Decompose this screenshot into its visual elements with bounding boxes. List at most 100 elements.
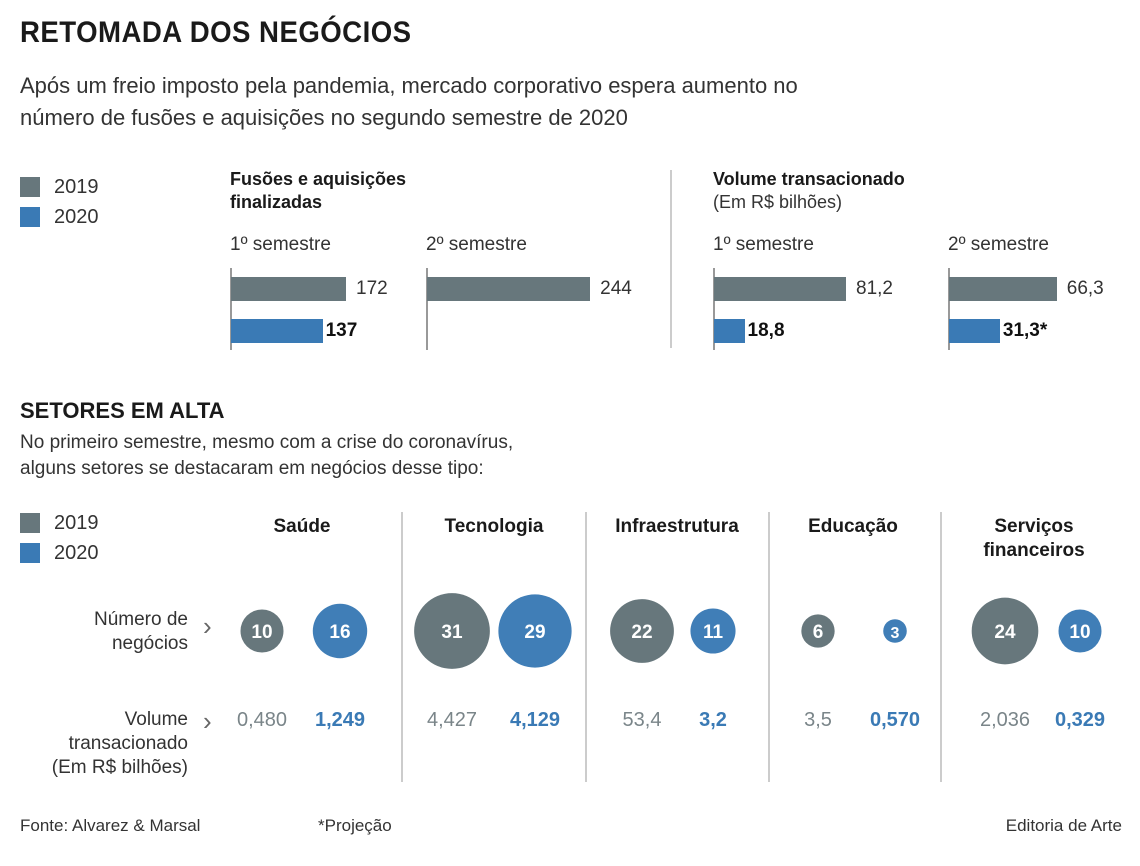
- bar-2019: [427, 277, 591, 301]
- bar-value-label: 31,3*: [1002, 320, 1048, 341]
- sector-title-line: financeiros: [983, 540, 1085, 561]
- sector-title: Saúde: [212, 515, 392, 539]
- sector-title-line: Serviços: [994, 516, 1074, 537]
- sector-title-line: Saúde: [273, 516, 331, 537]
- projection-note: *Projeção: [318, 816, 392, 835]
- sector-divider: [940, 512, 942, 782]
- bubble-2020: [312, 603, 368, 659]
- panel-label: 2º semestre: [426, 234, 527, 255]
- bubble-label: 24: [994, 622, 1016, 643]
- volume-value: 0,480: [236, 709, 288, 731]
- section-desc: No primeiro semestre, mesmo com a crise …: [20, 430, 513, 482]
- volume-value: 0,570: [869, 709, 921, 731]
- bubble-label: 29: [524, 622, 545, 643]
- bar-value-label: 18,8: [747, 320, 785, 341]
- bubble-2019: [240, 609, 284, 653]
- bubble-2019: [971, 597, 1039, 665]
- legend-label: 2020: [54, 541, 99, 564]
- sector-title-line: Tecnologia: [444, 516, 544, 537]
- legend-label: 2020: [54, 205, 99, 228]
- volume-value: 4,427: [426, 709, 478, 731]
- volume-value: 0,329: [1054, 709, 1106, 731]
- legend-item-2020: 2020: [20, 538, 99, 568]
- row-label-line: negócios: [111, 633, 188, 654]
- bubble-2020: [690, 608, 736, 654]
- chart-title-volume: Volume transacionado (Em R$ bilhões): [713, 168, 905, 214]
- bubble-2020: [883, 619, 907, 643]
- bar-value-label: 81,2: [856, 278, 893, 299]
- sector-divider: [585, 512, 587, 782]
- source-note: Fonte: Alvarez & Marsal: [20, 816, 201, 835]
- desc-line: alguns setores se destacaram em negócios…: [20, 458, 484, 479]
- subtitle-line: número de fusões e aquisições no segundo…: [20, 105, 628, 130]
- panel-label: 2º semestre: [948, 234, 1049, 255]
- legend-swatch-2020: [20, 207, 40, 227]
- legend-item-2019: 2019: [20, 172, 99, 202]
- legend-swatch-2020: [20, 543, 40, 563]
- legend-top: 2019 2020: [20, 172, 99, 232]
- page-title: RETOMADA DOS NEGÓCIOS: [20, 16, 412, 49]
- legend-swatch-2019: [20, 177, 40, 197]
- legend-bottom: 2019 2020: [20, 508, 99, 568]
- row-label-volume: Volume transacionado (Em R$ bilhões): [52, 708, 188, 780]
- panel-label: 1º semestre: [713, 234, 814, 255]
- chart-title-line: Fusões e aquisições: [230, 169, 407, 189]
- bar-axis: [713, 268, 715, 350]
- bubble-label: 16: [329, 622, 350, 643]
- bubble-2020: [498, 594, 572, 668]
- chart-subtitle: (Em R$ bilhões): [713, 192, 843, 212]
- bubble-label: 10: [1069, 622, 1090, 643]
- chart-title-fusoes: Fusões e aquisições finalizadas: [230, 168, 406, 214]
- volume-value: 3,5: [804, 709, 832, 731]
- bar-2019: [231, 277, 346, 301]
- bar-value-label: 172: [356, 278, 388, 299]
- bubble-2019: [414, 593, 490, 669]
- volume-value: 1,249: [314, 709, 366, 731]
- bubble-label: 31: [441, 622, 463, 643]
- bar-value-label: 137: [325, 320, 358, 341]
- sector-divider: [401, 512, 403, 782]
- chart-title-line: Volume transacionado: [713, 169, 905, 189]
- bubble-label: 3: [891, 625, 900, 642]
- divider: [670, 170, 672, 348]
- bar-axis: [948, 268, 950, 350]
- bar-2020: [714, 319, 745, 343]
- bar-2020: [231, 319, 323, 343]
- bubble-2019: [801, 614, 835, 648]
- sector-title: Tecnologia: [404, 515, 584, 539]
- sector-divider: [768, 512, 770, 782]
- legend-label: 2019: [54, 175, 99, 198]
- bubble-2020: [1058, 609, 1102, 653]
- bar-value-label: 244: [600, 278, 632, 299]
- bar-value-label: 66,3: [1066, 278, 1104, 299]
- bubble-label: 22: [631, 622, 652, 643]
- bar-axis: [230, 268, 232, 350]
- chevron-right-icon: ›: [203, 706, 212, 736]
- row-label-line: transacionado: [68, 733, 188, 754]
- panel-label: 1º semestre: [230, 234, 331, 255]
- subtitle-line: Após um freio imposto pela pandemia, mer…: [20, 73, 798, 98]
- bubble-2019: [610, 599, 674, 663]
- chart-title-line: finalizadas: [230, 192, 323, 212]
- sector-title-line: Infraestrutura: [615, 516, 739, 537]
- section-title: SETORES EM ALTA: [20, 398, 225, 423]
- chevron-right-icon: ›: [203, 611, 212, 641]
- row-label-deals: Número de negócios: [94, 608, 188, 656]
- bubble-label: 6: [813, 622, 824, 643]
- row-label-line: Volume: [124, 709, 188, 730]
- volume-value: 2,036: [979, 709, 1031, 731]
- bar-2019: [714, 277, 846, 301]
- sector-title: Serviços financeiros: [944, 515, 1124, 563]
- bar-2019: [949, 277, 1057, 301]
- row-label-line: (Em R$ bilhões): [51, 757, 188, 778]
- page-subtitle: Após um freio imposto pela pandemia, mer…: [20, 70, 1020, 134]
- credit: Editoria de Arte: [1005, 816, 1122, 835]
- bar-axis: [426, 268, 428, 350]
- volume-value: 53,4: [622, 709, 662, 731]
- sector-title: Educação: [763, 515, 943, 539]
- legend-swatch-2019: [20, 513, 40, 533]
- sector-title-line: Educação: [808, 516, 898, 537]
- sector-title: Infraestrutura: [587, 515, 767, 539]
- legend-label: 2019: [54, 511, 99, 534]
